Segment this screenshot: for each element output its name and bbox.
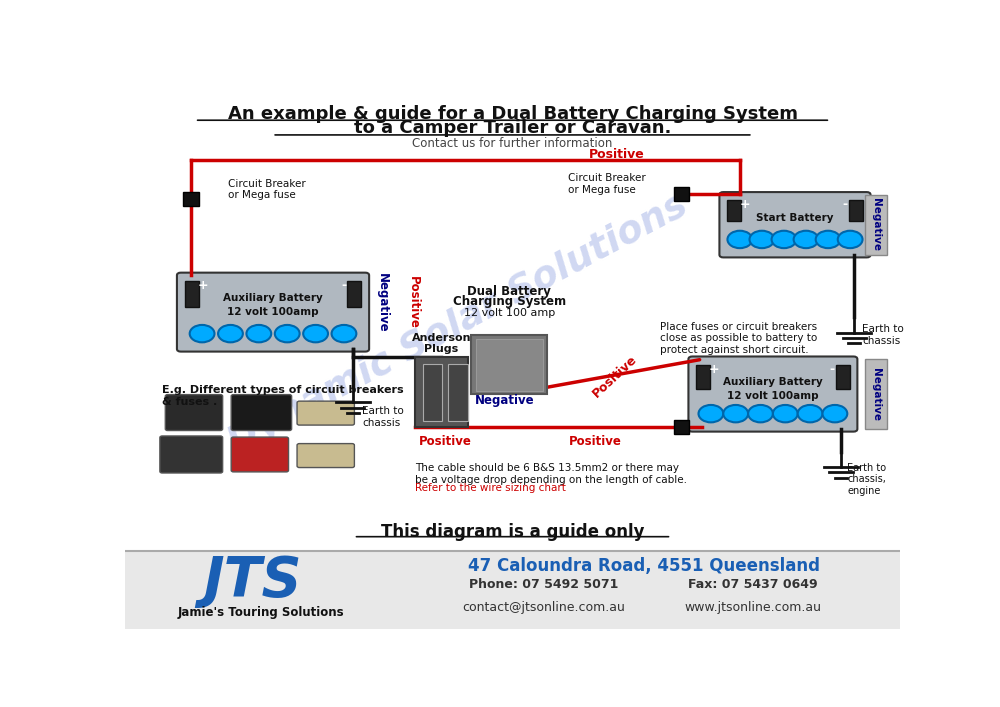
Text: Negative: Negative: [475, 394, 535, 407]
Bar: [836, 365, 850, 389]
Bar: [727, 200, 741, 221]
Text: Circuit Breaker
or Mega fuse: Circuit Breaker or Mega fuse: [228, 179, 306, 200]
Circle shape: [190, 325, 214, 342]
Text: Jamie's Touring Solutions: Jamie's Touring Solutions: [177, 607, 344, 619]
Text: An example & guide for a Dual Battery Charging System: An example & guide for a Dual Battery Ch…: [228, 105, 798, 123]
Text: Negative: Negative: [376, 273, 389, 332]
FancyBboxPatch shape: [719, 192, 871, 257]
Text: Anderson
Plugs: Anderson Plugs: [411, 333, 471, 354]
Text: Negative: Negative: [871, 368, 881, 421]
Text: Earth to
chassis: Earth to chassis: [862, 325, 904, 346]
Text: Place fuses or circuit breakers
close as possible to battery to
protect against : Place fuses or circuit breakers close as…: [660, 322, 817, 355]
Circle shape: [748, 405, 773, 422]
Bar: [476, 339, 543, 391]
FancyBboxPatch shape: [297, 401, 354, 425]
Circle shape: [838, 230, 863, 248]
Text: Circuit Breaker
or Mega fuse: Circuit Breaker or Mega fuse: [568, 173, 646, 194]
Circle shape: [727, 230, 752, 248]
Circle shape: [303, 325, 328, 342]
Text: Positive: Positive: [590, 352, 640, 400]
Circle shape: [218, 325, 243, 342]
Bar: [674, 187, 689, 201]
Text: Earth to
chassis,
engine: Earth to chassis, engine: [847, 462, 886, 496]
Text: Auxiliary Battery: Auxiliary Battery: [223, 293, 323, 303]
Bar: [185, 281, 199, 307]
Text: 12 volt 100 amp: 12 volt 100 amp: [464, 308, 555, 318]
Text: Positive: Positive: [419, 435, 472, 448]
Text: +: +: [709, 363, 719, 375]
Text: Contact us for further information: Contact us for further information: [412, 136, 613, 150]
Text: Dual Battery: Dual Battery: [467, 285, 551, 298]
Circle shape: [772, 230, 796, 248]
Text: www.jtsonline.com.au: www.jtsonline.com.au: [684, 601, 821, 614]
Text: Positive: Positive: [407, 276, 420, 329]
FancyBboxPatch shape: [297, 443, 354, 467]
Text: Positive: Positive: [569, 435, 622, 448]
Circle shape: [723, 405, 748, 422]
Circle shape: [246, 325, 271, 342]
Bar: [125, 551, 900, 629]
Text: Charging System: Charging System: [453, 295, 566, 308]
Text: -: -: [341, 279, 346, 292]
Text: Negative: Negative: [871, 198, 881, 251]
Text: Auxiliary Battery: Auxiliary Battery: [723, 377, 823, 387]
Bar: [865, 359, 887, 429]
Text: 47 Caloundra Road, 4551 Queensland: 47 Caloundra Road, 4551 Queensland: [468, 556, 820, 575]
Bar: [415, 357, 468, 427]
Text: Positive: Positive: [588, 148, 644, 161]
Text: +: +: [740, 198, 750, 211]
Text: E.g. Different types of circuit breakers
& fuses .: E.g. Different types of circuit breakers…: [162, 385, 404, 407]
Text: 12 volt 100amp: 12 volt 100amp: [227, 308, 319, 317]
FancyBboxPatch shape: [177, 273, 369, 351]
Text: Start Battery: Start Battery: [756, 213, 834, 223]
Circle shape: [798, 405, 822, 422]
Bar: [674, 420, 689, 434]
FancyBboxPatch shape: [165, 395, 223, 431]
Bar: [347, 281, 361, 307]
Circle shape: [816, 230, 840, 248]
Text: Phone: 07 5492 5071: Phone: 07 5492 5071: [469, 578, 618, 591]
Circle shape: [750, 230, 774, 248]
FancyBboxPatch shape: [160, 436, 223, 473]
Text: JTS: JTS: [204, 554, 302, 608]
Circle shape: [773, 405, 798, 422]
Text: Fax: 07 5437 0649: Fax: 07 5437 0649: [688, 578, 818, 591]
Bar: [183, 192, 199, 206]
Circle shape: [822, 405, 847, 422]
FancyBboxPatch shape: [231, 395, 292, 431]
FancyBboxPatch shape: [688, 356, 857, 431]
Bar: [471, 335, 547, 394]
Circle shape: [332, 325, 356, 342]
Text: Dynamic Solar Solutions: Dynamic Solar Solutions: [222, 187, 694, 461]
Text: Refer to the wire sizing chart: Refer to the wire sizing chart: [415, 484, 566, 493]
Circle shape: [698, 405, 723, 422]
Bar: [423, 364, 442, 421]
Text: The cable should be 6 B&S 13.5mm2 or there may
be a voltage drop depending on th: The cable should be 6 B&S 13.5mm2 or the…: [415, 463, 687, 485]
Bar: [448, 364, 468, 421]
Text: to a Camper Trailer or Caravan.: to a Camper Trailer or Caravan.: [354, 119, 671, 137]
Bar: [696, 365, 710, 389]
Text: This diagram is a guide only: This diagram is a guide only: [381, 523, 644, 542]
Text: 12 volt 100amp: 12 volt 100amp: [727, 391, 819, 402]
Text: -: -: [829, 363, 834, 375]
Text: Earth to
chassis: Earth to chassis: [362, 406, 404, 428]
Text: -: -: [842, 198, 848, 211]
Bar: [849, 200, 863, 221]
Circle shape: [794, 230, 818, 248]
Text: +: +: [197, 279, 208, 292]
Bar: [865, 195, 887, 255]
FancyBboxPatch shape: [231, 437, 289, 472]
Circle shape: [275, 325, 300, 342]
Text: contact@jtsonline.com.au: contact@jtsonline.com.au: [462, 601, 625, 614]
